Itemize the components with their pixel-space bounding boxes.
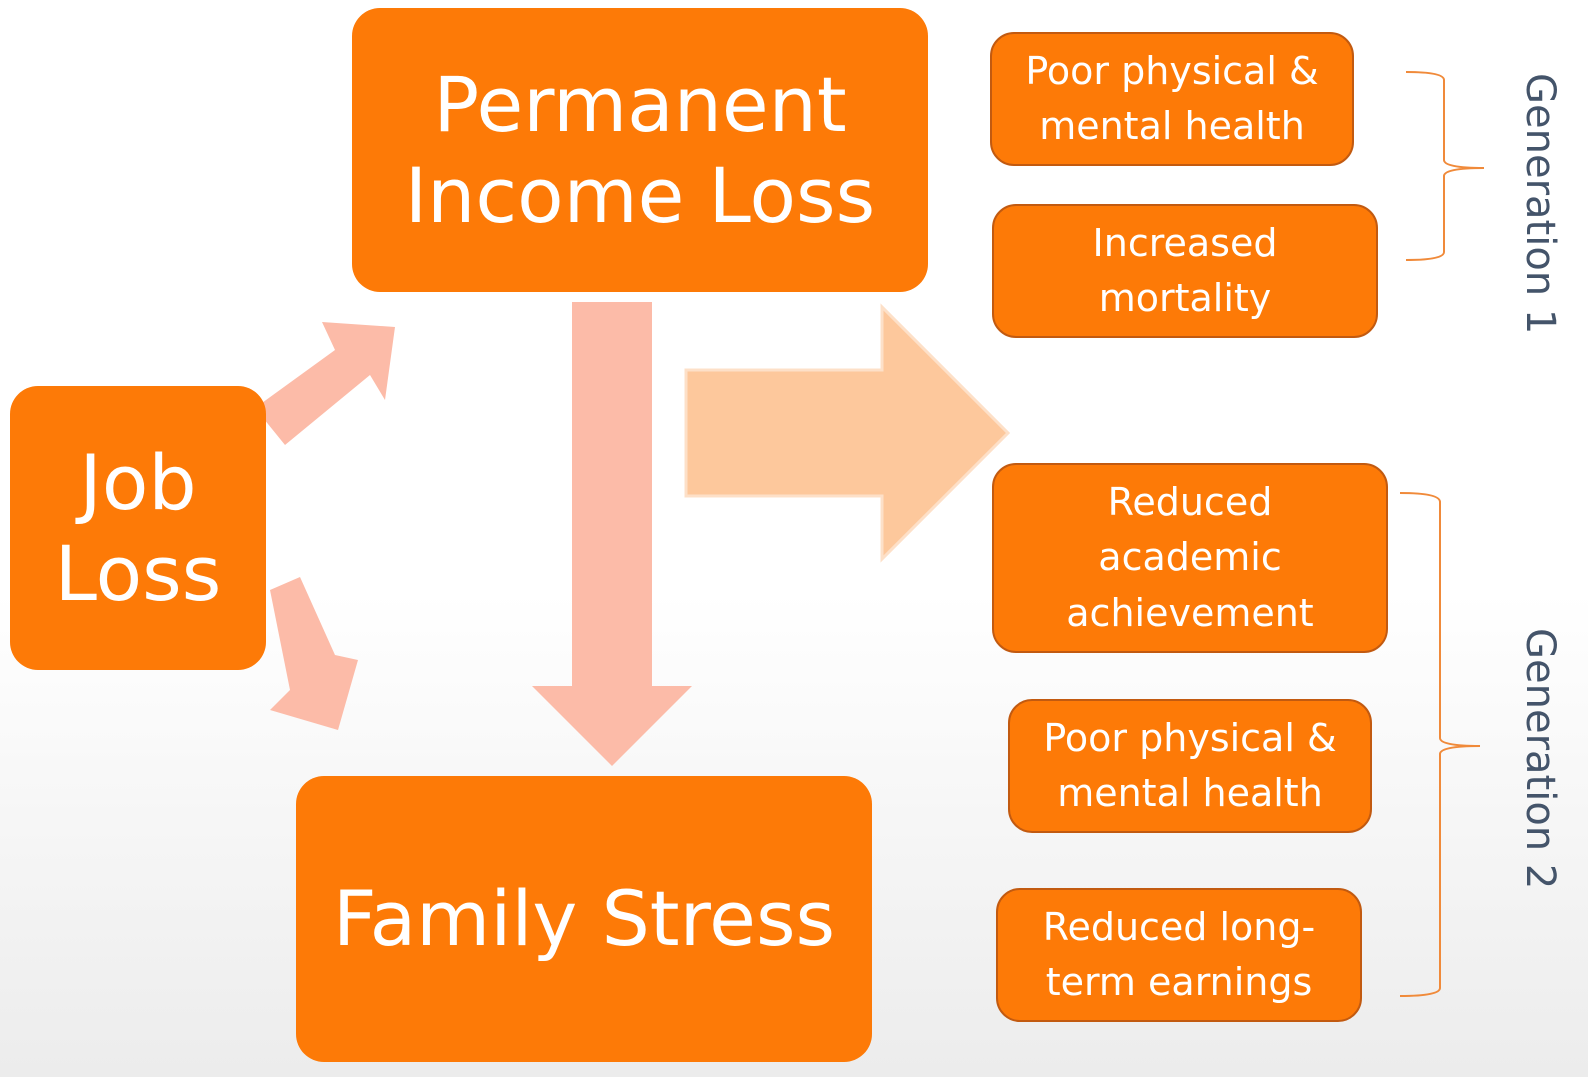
bracket (1399, 492, 1481, 997)
node: Job Loss (10, 386, 266, 670)
group-label: Generation 2 (1517, 628, 1563, 890)
node: Poor physical & mental health (990, 32, 1354, 166)
node: Poor physical & mental health (1008, 699, 1372, 833)
bracket (1405, 71, 1485, 261)
arrow (255, 322, 395, 445)
group-label: Generation 1 (1517, 73, 1563, 335)
arrow (532, 302, 692, 766)
node: Permanent Income Loss (352, 8, 928, 292)
node: Reduced academic achievement (992, 463, 1388, 653)
node: Family Stress (296, 776, 872, 1062)
node: Increased mortality (992, 204, 1378, 338)
arrow (270, 577, 358, 730)
arrow (684, 303, 1011, 563)
node: Reduced long-term earnings (996, 888, 1362, 1022)
